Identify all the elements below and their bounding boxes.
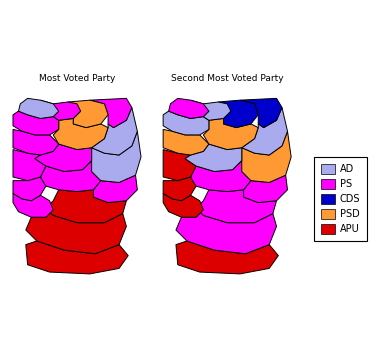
Polygon shape bbox=[242, 131, 291, 182]
Polygon shape bbox=[163, 111, 209, 135]
Title: Second Most Voted Party: Second Most Voted Party bbox=[171, 74, 283, 83]
Polygon shape bbox=[169, 98, 209, 118]
Polygon shape bbox=[242, 108, 288, 155]
Polygon shape bbox=[176, 210, 276, 254]
Polygon shape bbox=[185, 144, 242, 172]
Polygon shape bbox=[92, 131, 141, 182]
Polygon shape bbox=[13, 111, 59, 135]
Polygon shape bbox=[40, 161, 101, 192]
Polygon shape bbox=[244, 175, 288, 202]
Polygon shape bbox=[191, 100, 231, 120]
Polygon shape bbox=[26, 241, 128, 274]
Polygon shape bbox=[92, 108, 137, 155]
Polygon shape bbox=[163, 193, 203, 217]
Polygon shape bbox=[13, 177, 46, 201]
Polygon shape bbox=[40, 100, 81, 120]
Polygon shape bbox=[191, 161, 251, 192]
Polygon shape bbox=[94, 175, 137, 202]
Polygon shape bbox=[203, 118, 258, 149]
Polygon shape bbox=[90, 98, 132, 128]
Legend: AD, PS, CDS, PSD, APU: AD, PS, CDS, PSD, APU bbox=[315, 157, 367, 241]
Polygon shape bbox=[163, 149, 196, 181]
Polygon shape bbox=[53, 118, 108, 149]
Polygon shape bbox=[13, 129, 59, 155]
Polygon shape bbox=[163, 129, 209, 155]
Polygon shape bbox=[26, 210, 126, 254]
Polygon shape bbox=[68, 100, 108, 128]
Title: Most Voted Party: Most Voted Party bbox=[39, 74, 115, 83]
Polygon shape bbox=[196, 190, 276, 223]
Polygon shape bbox=[240, 98, 282, 128]
Polygon shape bbox=[176, 241, 278, 274]
Polygon shape bbox=[218, 100, 258, 128]
Polygon shape bbox=[13, 149, 46, 181]
Polygon shape bbox=[163, 177, 196, 201]
Polygon shape bbox=[18, 98, 59, 118]
Polygon shape bbox=[46, 190, 126, 223]
Polygon shape bbox=[13, 193, 53, 217]
Polygon shape bbox=[35, 144, 92, 172]
